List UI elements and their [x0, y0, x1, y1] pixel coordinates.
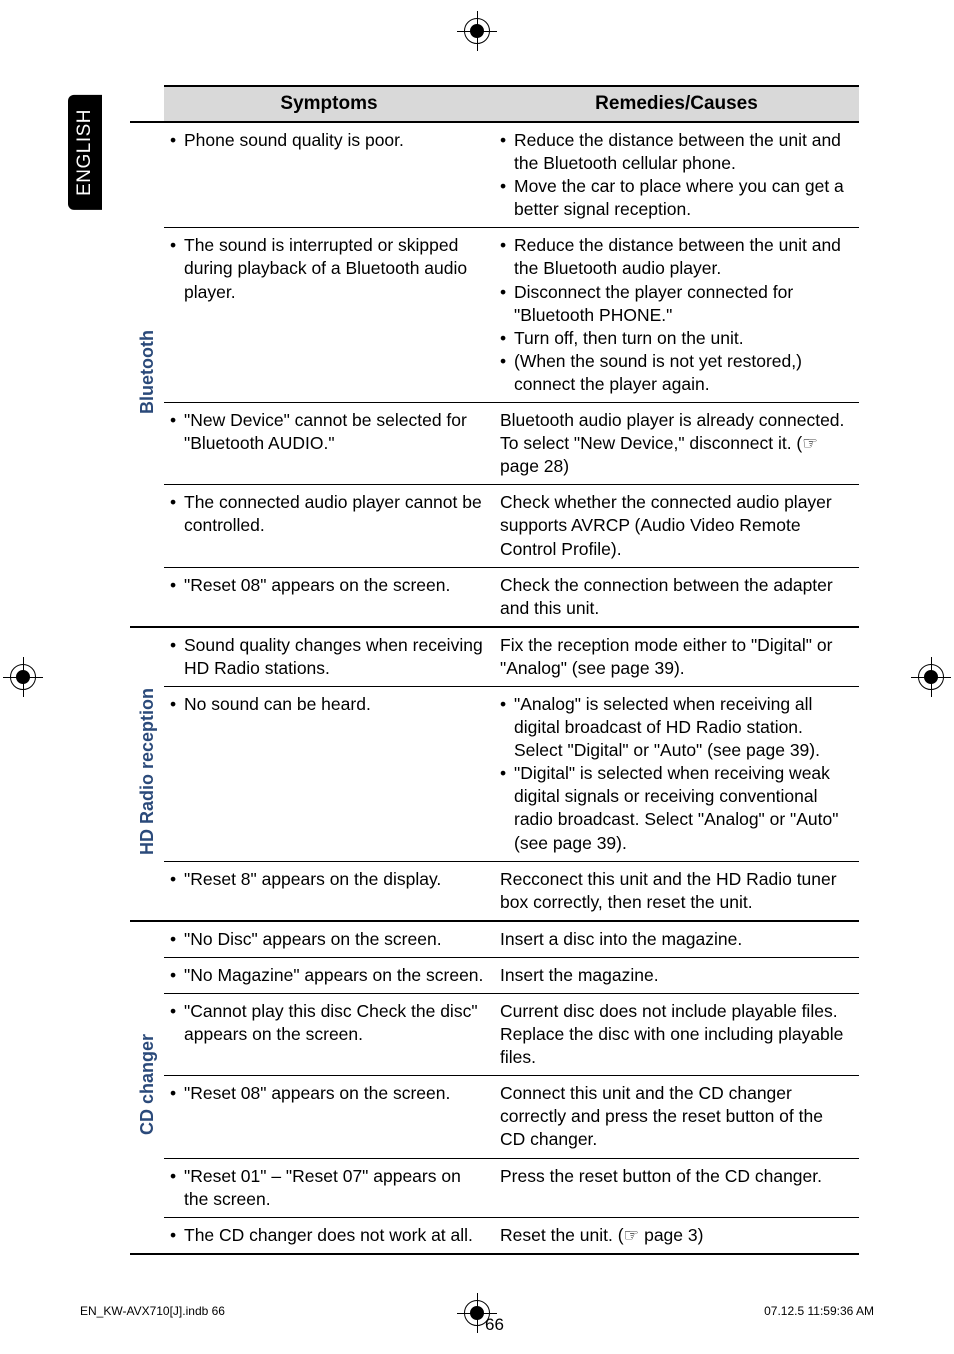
- symptom-cell: "New Device" cannot be selected for "Blu…: [164, 403, 494, 485]
- remedy-item: "Digital" is selected when receiving wea…: [500, 762, 849, 854]
- symptom-item: "Reset 8" appears on the display.: [170, 868, 484, 891]
- symptom-item: The sound is interrupted or skipped duri…: [170, 234, 484, 303]
- remedy-item: (When the sound is not yet restored,) co…: [500, 350, 849, 396]
- category-label: Bluetooth: [137, 330, 158, 414]
- symptom-cell: No sound can be heard.: [164, 686, 494, 861]
- remedy-cell: Check the connection between the adapter…: [494, 567, 859, 627]
- symptom-cell: "No Disc" appears on the screen.: [164, 921, 494, 958]
- remedy-item: Disconnect the player connected for "Blu…: [500, 281, 849, 327]
- category-label: CD changer: [137, 1034, 158, 1135]
- symptom-cell: "Reset 01" – "Reset 07" appears on the s…: [164, 1158, 494, 1217]
- print-footer: EN_KW-AVX710[J].indb 66 07.12.5 11:59:36…: [80, 1304, 874, 1318]
- category-cell: CD changer: [130, 921, 164, 1254]
- symptom-cell: "Cannot play this disc Check the disc" a…: [164, 994, 494, 1076]
- symptom-cell: Phone sound quality is poor.: [164, 122, 494, 228]
- symptom-item: "No Disc" appears on the screen.: [170, 928, 484, 951]
- category-cell: HD Radio reception: [130, 627, 164, 921]
- remedy-cell: Check whether the connected audio player…: [494, 485, 859, 567]
- symptom-item: Sound quality changes when receiving HD …: [170, 634, 484, 680]
- table-row: The connected audio player cannot be con…: [130, 485, 859, 567]
- symptom-item: "Reset 08" appears on the screen.: [170, 574, 484, 597]
- symptom-item: No sound can be heard.: [170, 693, 484, 716]
- table-row: CD changer"No Disc" appears on the scree…: [130, 921, 859, 958]
- table-row: The sound is interrupted or skipped duri…: [130, 228, 859, 403]
- table-row: "No Magazine" appears on the screen. Inse…: [130, 957, 859, 993]
- symptom-cell: Sound quality changes when receiving HD …: [164, 627, 494, 687]
- remedy-cell: "Analog" is selected when receiving all …: [494, 686, 859, 861]
- symptom-cell: The sound is interrupted or skipped duri…: [164, 228, 494, 403]
- table-row: "Reset 08" appears on the screen. Check t…: [130, 567, 859, 627]
- footer-file: EN_KW-AVX710[J].indb 66: [80, 1304, 225, 1318]
- symptom-item: "No Magazine" appears on the screen.: [170, 964, 484, 987]
- symptom-cell: "No Magazine" appears on the screen.: [164, 957, 494, 993]
- troubleshooting-table: Symptoms Remedies/Causes BluetoothPhone …: [130, 85, 859, 1255]
- remedy-cell: Recconect this unit and the HD Radio tun…: [494, 861, 859, 921]
- remedy-item: "Analog" is selected when receiving all …: [500, 693, 849, 762]
- remedy-item: Reduce the distance between the unit and…: [500, 234, 849, 280]
- table-row: BluetoothPhone sound quality is poor.Red…: [130, 122, 859, 228]
- symptom-item: Phone sound quality is poor.: [170, 129, 484, 152]
- table-row: "New Device" cannot be selected for "Blu…: [130, 403, 859, 485]
- category-label: HD Radio reception: [137, 688, 158, 855]
- symptom-cell: "Reset 8" appears on the display.: [164, 861, 494, 921]
- header-symptoms: Symptoms: [164, 86, 494, 122]
- symptom-item: The connected audio player cannot be con…: [170, 491, 484, 537]
- symptom-item: "New Device" cannot be selected for "Blu…: [170, 409, 484, 455]
- remedy-cell: Reduce the distance between the unit and…: [494, 122, 859, 228]
- symptom-item: "Reset 08" appears on the screen.: [170, 1082, 484, 1105]
- remedy-cell: Insert the magazine.: [494, 957, 859, 993]
- table-row: The CD changer does not work at all. Rese…: [130, 1217, 859, 1254]
- symptom-item: "Reset 01" – "Reset 07" appears on the s…: [170, 1165, 484, 1211]
- remedy-item: Reduce the distance between the unit and…: [500, 129, 849, 175]
- remedy-item: Move the car to place where you can get …: [500, 175, 849, 221]
- remedy-item: Turn off, then turn on the unit.: [500, 327, 849, 350]
- remedy-cell: Bluetooth audio player is already connec…: [494, 403, 859, 485]
- table-row: "Reset 01" – "Reset 07" appears on the s…: [130, 1158, 859, 1217]
- category-cell: Bluetooth: [130, 122, 164, 627]
- symptom-cell: "Reset 08" appears on the screen.: [164, 1076, 494, 1158]
- symptom-cell: The CD changer does not work at all.: [164, 1217, 494, 1254]
- symptom-cell: The connected audio player cannot be con…: [164, 485, 494, 567]
- remedy-cell: Press the reset button of the CD changer…: [494, 1158, 859, 1217]
- remedy-cell: Current disc does not include playable f…: [494, 994, 859, 1076]
- table-row: "Reset 8" appears on the display. Reccone…: [130, 861, 859, 921]
- remedy-cell: Connect this unit and the CD changer cor…: [494, 1076, 859, 1158]
- symptom-item: The CD changer does not work at all.: [170, 1224, 484, 1247]
- table-row: "Reset 08" appears on the screen. Connect…: [130, 1076, 859, 1158]
- table-row: No sound can be heard. "Analog" is select…: [130, 686, 859, 861]
- symptom-cell: "Reset 08" appears on the screen.: [164, 567, 494, 627]
- table-row: HD Radio receptionSound quality changes …: [130, 627, 859, 687]
- footer-timestamp: 07.12.5 11:59:36 AM: [764, 1304, 874, 1318]
- remedy-cell: Reset the unit. (☞ page 3): [494, 1217, 859, 1254]
- remedy-cell: Reduce the distance between the unit and…: [494, 228, 859, 403]
- symptom-item: "Cannot play this disc Check the disc" a…: [170, 1000, 484, 1046]
- table-row: "Cannot play this disc Check the disc" a…: [130, 994, 859, 1076]
- remedy-cell: Fix the reception mode either to "Digita…: [494, 627, 859, 687]
- remedy-cell: Insert a disc into the magazine.: [494, 921, 859, 958]
- header-remedies: Remedies/Causes: [494, 86, 859, 122]
